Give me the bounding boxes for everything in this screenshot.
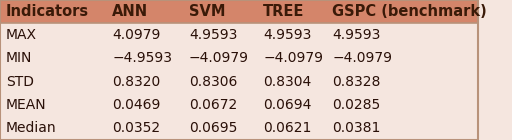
Text: −4.0979: −4.0979 (332, 51, 392, 65)
Text: 0.0621: 0.0621 (263, 121, 311, 135)
Text: STD: STD (6, 75, 34, 89)
Text: 0.0285: 0.0285 (332, 98, 380, 112)
Text: −4.0979: −4.0979 (189, 51, 249, 65)
Text: −4.9593: −4.9593 (113, 51, 173, 65)
Text: GSPC (benchmark): GSPC (benchmark) (332, 4, 487, 19)
Text: 4.9593: 4.9593 (263, 28, 311, 42)
Text: 0.0469: 0.0469 (113, 98, 161, 112)
Text: −4.0979: −4.0979 (263, 51, 323, 65)
Bar (0, 0, 478, 23)
Text: MEAN: MEAN (6, 98, 47, 112)
Text: ANN: ANN (113, 4, 148, 19)
Text: Median: Median (6, 121, 56, 135)
Text: 0.0381: 0.0381 (332, 121, 381, 135)
Text: MIN: MIN (6, 51, 32, 65)
Text: TREE: TREE (263, 4, 305, 19)
Text: SVM: SVM (189, 4, 225, 19)
Text: Indicators: Indicators (6, 4, 89, 19)
Text: 0.0352: 0.0352 (113, 121, 161, 135)
Text: 0.8306: 0.8306 (189, 75, 237, 89)
Text: 4.9593: 4.9593 (332, 28, 381, 42)
Text: 0.8320: 0.8320 (113, 75, 161, 89)
Text: 4.0979: 4.0979 (113, 28, 161, 42)
Text: MAX: MAX (6, 28, 37, 42)
Text: 0.8304: 0.8304 (263, 75, 311, 89)
Text: 4.9593: 4.9593 (189, 28, 237, 42)
Text: 0.0694: 0.0694 (263, 98, 311, 112)
Text: 0.0672: 0.0672 (189, 98, 237, 112)
Text: 0.8328: 0.8328 (332, 75, 381, 89)
Text: 0.0695: 0.0695 (189, 121, 237, 135)
